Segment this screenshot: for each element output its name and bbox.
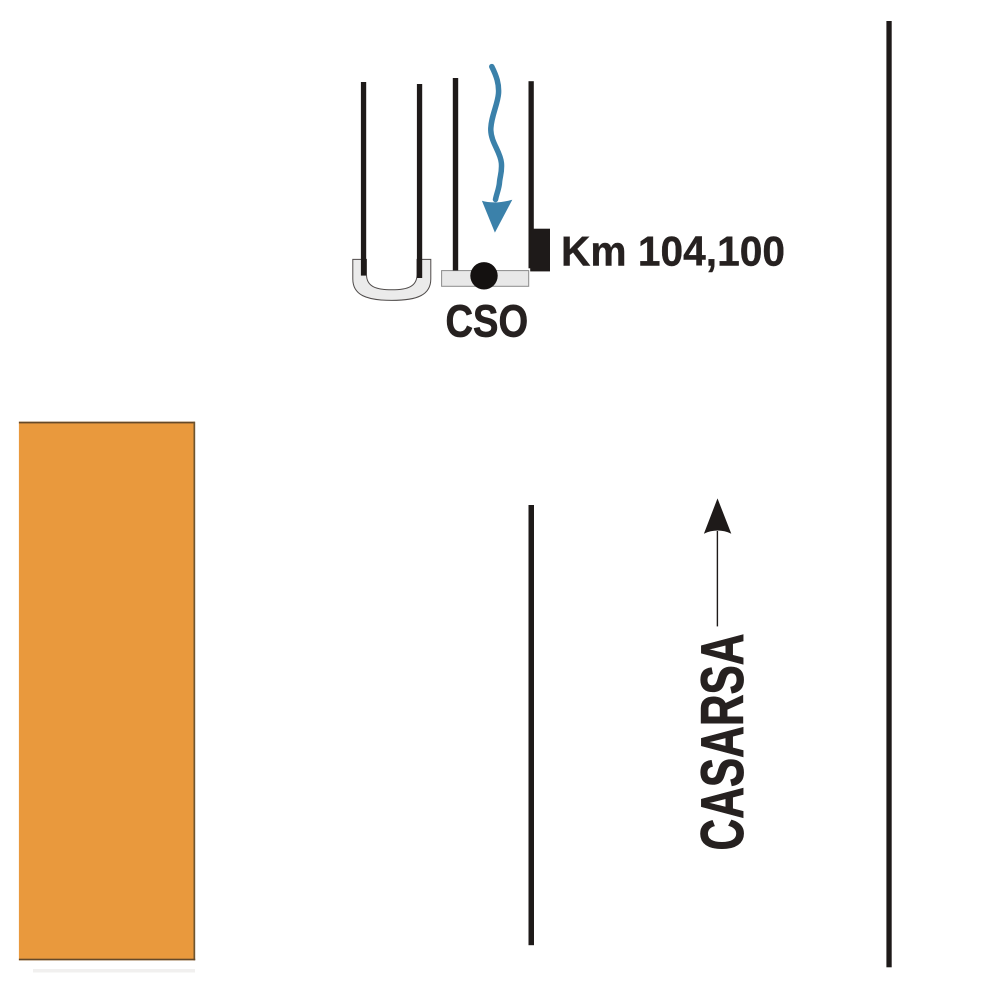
svg-text:Km 104,100: Km 104,100 xyxy=(561,228,785,275)
svg-text:CSO: CSO xyxy=(446,296,529,347)
svg-text:CASARSA: CASARSA xyxy=(689,634,756,851)
